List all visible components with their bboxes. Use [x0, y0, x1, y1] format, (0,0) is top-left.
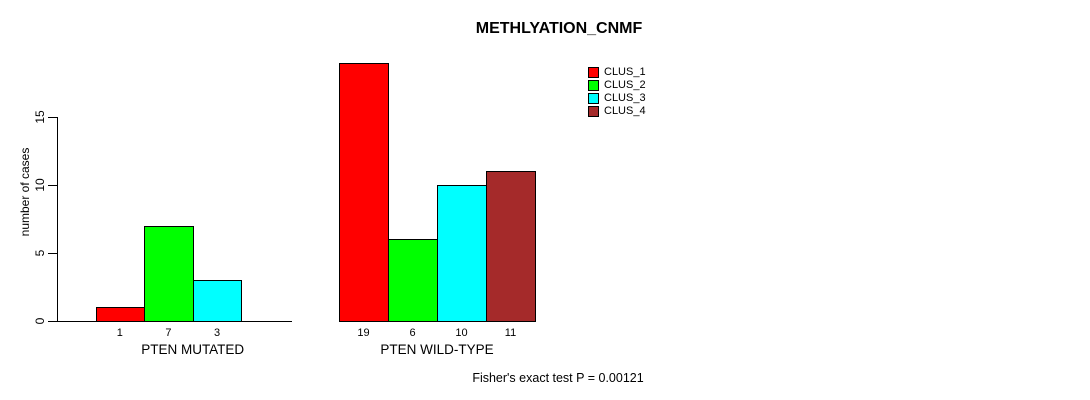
bar-value-label: 10: [455, 327, 468, 339]
bar-value-label: 6: [409, 327, 416, 339]
y-axis-line: [57, 117, 58, 322]
legend-swatch-clus-2: [588, 80, 599, 91]
bar-clus-3-pten-wild-type: [437, 185, 487, 322]
y-tick-label: 5: [33, 249, 47, 257]
bar-value-label: 19: [357, 327, 370, 339]
fisher-test-note: Fisher's exact test P = 0.00121: [472, 371, 644, 385]
chart-legend: CLUS_1 CLUS_2 CLUS_3 CLUS_4: [588, 66, 646, 118]
bar-clus-4-pten-wild-type: [486, 171, 536, 322]
y-tick-label: 10: [33, 178, 47, 192]
bar-value-label: 11: [504, 327, 517, 339]
legend-item-clus-3: CLUS_3: [588, 92, 646, 105]
bar-clus-1-pten-mutated: [95, 307, 146, 322]
legend-label: CLUS_2: [604, 79, 646, 91]
y-tick-label: 0: [33, 317, 47, 325]
y-tick-mark: [48, 253, 58, 254]
group-label-pten-mutated: PTEN MUTATED: [141, 342, 245, 357]
y-tick-mark: [48, 321, 58, 322]
legend-label: CLUS_3: [604, 92, 646, 104]
y-axis-title: number of cases: [18, 147, 32, 237]
legend-label: CLUS_1: [604, 66, 646, 78]
bar-clus-2-pten-mutated: [144, 225, 194, 322]
bar-value-label: 3: [213, 327, 221, 339]
bar-value-label: 7: [165, 327, 172, 339]
legend-swatch-clus-4: [588, 106, 599, 117]
bar-clus-2-pten-wild-type: [388, 239, 438, 322]
y-tick-label: 15: [33, 110, 47, 124]
bar-clus-1-pten-wild-type: [339, 62, 389, 322]
y-tick-mark: [48, 185, 58, 186]
legend-swatch-clus-3: [588, 93, 599, 104]
legend-label: CLUS_4: [604, 105, 646, 117]
legend-item-clus-4: CLUS_4: [588, 105, 646, 118]
legend-item-clus-2: CLUS_2: [588, 79, 646, 92]
legend-swatch-clus-1: [588, 67, 599, 78]
group-label-pten-wild-type: PTEN WILD-TYPE: [380, 342, 494, 357]
bar-value-label: 1: [116, 327, 123, 339]
chart-title: METHLYATION_CNMF: [475, 20, 643, 37]
bar-clus-3-pten-mutated: [192, 280, 243, 322]
y-tick-mark: [48, 117, 58, 118]
legend-item-clus-1: CLUS_1: [588, 66, 646, 79]
